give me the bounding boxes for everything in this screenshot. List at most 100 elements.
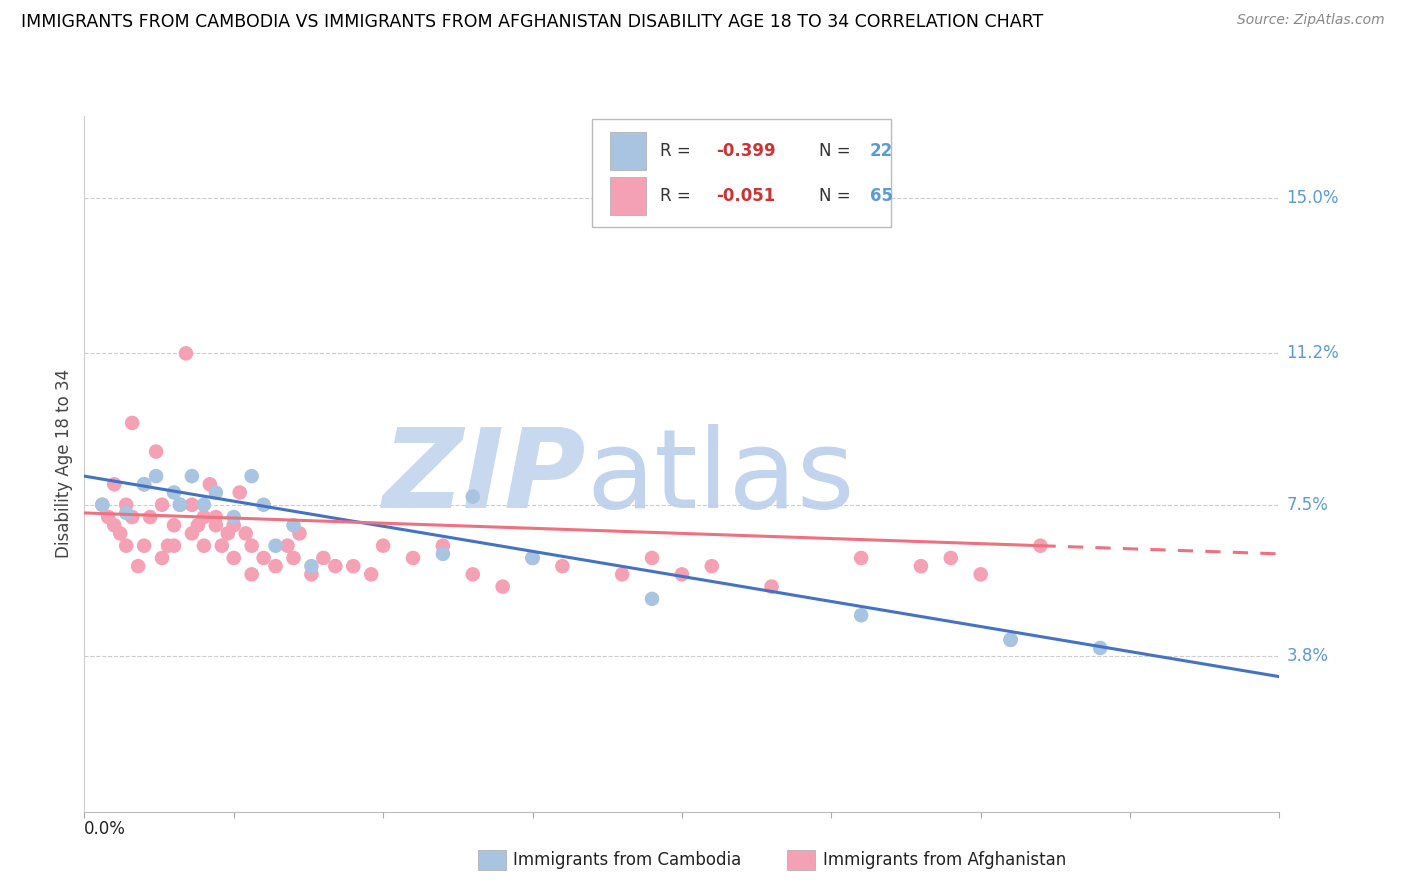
Point [169, 498, 191, 512]
Y-axis label: Disability Age 18 to 34: Disability Age 18 to 34 [55, 369, 73, 558]
Point [264, 539, 287, 553]
Point [700, 559, 723, 574]
Point [432, 539, 454, 553]
Point [193, 539, 215, 553]
Point [150, 551, 173, 566]
Point [222, 518, 245, 533]
Point [132, 477, 156, 491]
Point [174, 346, 197, 360]
Point [240, 539, 263, 553]
Point [157, 539, 180, 553]
Point [145, 444, 167, 458]
Point [312, 551, 335, 566]
Point [163, 518, 186, 533]
Point [205, 518, 228, 533]
Point [222, 510, 245, 524]
Text: Immigrants from Cambodia: Immigrants from Cambodia [513, 851, 741, 869]
Point [240, 469, 263, 483]
Text: -0.399: -0.399 [717, 142, 776, 160]
Point [91, 498, 114, 512]
Text: -0.051: -0.051 [717, 187, 776, 205]
Point [1029, 539, 1052, 553]
Point [360, 567, 382, 582]
Point [115, 506, 138, 520]
Point [671, 567, 693, 582]
Point [264, 559, 287, 574]
Point [115, 498, 138, 512]
Point [187, 518, 209, 533]
Point [103, 518, 125, 533]
Point [127, 559, 149, 574]
Point [139, 510, 162, 524]
Point [228, 485, 252, 500]
Point [492, 580, 515, 594]
Point [193, 510, 215, 524]
Point [193, 498, 215, 512]
Point [522, 551, 544, 566]
Point [276, 539, 298, 553]
Point [432, 547, 454, 561]
Point [115, 539, 138, 553]
Point [1000, 632, 1022, 647]
FancyBboxPatch shape [610, 177, 645, 215]
Text: 65: 65 [869, 187, 893, 205]
Text: 11.2%: 11.2% [1286, 344, 1340, 362]
Point [235, 526, 257, 541]
Text: Source: ZipAtlas.com: Source: ZipAtlas.com [1237, 13, 1385, 28]
Point [121, 416, 143, 430]
Text: R =: R = [661, 142, 696, 160]
Point [323, 559, 347, 574]
Point [222, 551, 245, 566]
Point [761, 580, 783, 594]
Point [103, 477, 125, 491]
Point [163, 539, 186, 553]
Point [180, 498, 202, 512]
Point [939, 551, 962, 566]
Point [402, 551, 425, 566]
Point [461, 567, 484, 582]
Point [522, 551, 544, 566]
Point [240, 567, 263, 582]
Point [910, 559, 932, 574]
Point [211, 539, 233, 553]
Text: IMMIGRANTS FROM CAMBODIA VS IMMIGRANTS FROM AFGHANISTAN DISABILITY AGE 18 TO 34 : IMMIGRANTS FROM CAMBODIA VS IMMIGRANTS F… [21, 13, 1043, 31]
Point [163, 485, 186, 500]
Point [970, 567, 993, 582]
Point [283, 551, 305, 566]
Point [641, 551, 664, 566]
FancyBboxPatch shape [592, 120, 891, 227]
Point [121, 510, 143, 524]
Point [110, 526, 132, 541]
Point [461, 490, 484, 504]
Point [169, 498, 191, 512]
Point [1088, 640, 1111, 655]
Point [849, 551, 872, 566]
Point [610, 567, 633, 582]
Text: 3.8%: 3.8% [1286, 648, 1329, 665]
Point [253, 551, 276, 566]
Point [551, 559, 574, 574]
Text: 22: 22 [869, 142, 893, 160]
Point [145, 469, 167, 483]
Text: Immigrants from Afghanistan: Immigrants from Afghanistan [823, 851, 1066, 869]
Point [301, 567, 323, 582]
Point [301, 559, 323, 574]
Point [849, 608, 872, 623]
Point [132, 539, 156, 553]
Text: ZIP: ZIP [382, 425, 586, 532]
Point [641, 591, 664, 606]
Text: N =: N = [820, 142, 856, 160]
Text: R =: R = [661, 187, 696, 205]
Point [150, 498, 173, 512]
Point [342, 559, 364, 574]
Text: N =: N = [820, 187, 856, 205]
Text: atlas: atlas [586, 425, 855, 532]
Point [91, 498, 114, 512]
Text: 0.0%: 0.0% [84, 820, 127, 838]
Text: 15.0%: 15.0% [1286, 189, 1339, 207]
Point [205, 510, 228, 524]
Point [1000, 632, 1022, 647]
Point [371, 539, 394, 553]
Point [132, 477, 156, 491]
Point [198, 477, 221, 491]
